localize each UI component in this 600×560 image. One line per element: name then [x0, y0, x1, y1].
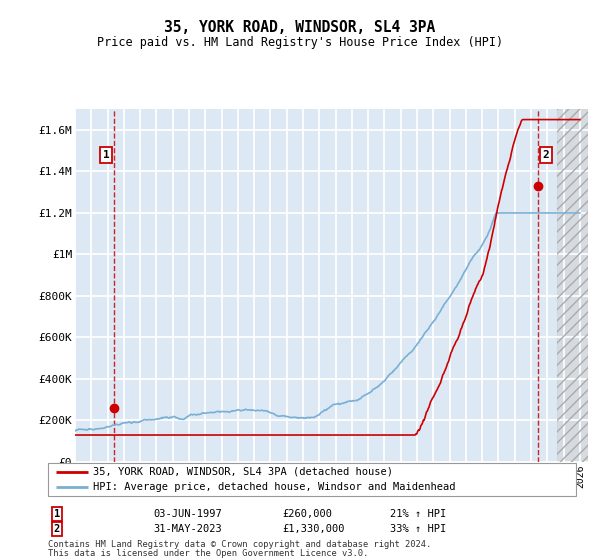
FancyBboxPatch shape: [48, 463, 576, 496]
Text: This data is licensed under the Open Government Licence v3.0.: This data is licensed under the Open Gov…: [48, 549, 368, 558]
Bar: [557, 109, 588, 462]
Text: £260,000: £260,000: [282, 509, 332, 519]
Text: 1: 1: [54, 509, 60, 519]
Text: 33% ↑ HPI: 33% ↑ HPI: [390, 524, 446, 534]
Text: 03-JUN-1997: 03-JUN-1997: [153, 509, 222, 519]
Text: HPI: Average price, detached house, Windsor and Maidenhead: HPI: Average price, detached house, Wind…: [93, 482, 455, 492]
Text: 2: 2: [54, 524, 60, 534]
Text: 35, YORK ROAD, WINDSOR, SL4 3PA: 35, YORK ROAD, WINDSOR, SL4 3PA: [164, 20, 436, 35]
Text: 21% ↑ HPI: 21% ↑ HPI: [390, 509, 446, 519]
Text: Contains HM Land Registry data © Crown copyright and database right 2024.: Contains HM Land Registry data © Crown c…: [48, 540, 431, 549]
Text: Price paid vs. HM Land Registry's House Price Index (HPI): Price paid vs. HM Land Registry's House …: [97, 36, 503, 49]
Text: 1: 1: [103, 150, 110, 160]
Text: 35, YORK ROAD, WINDSOR, SL4 3PA (detached house): 35, YORK ROAD, WINDSOR, SL4 3PA (detache…: [93, 467, 393, 477]
Text: 2: 2: [542, 150, 549, 160]
Bar: [557, 109, 588, 462]
Text: £1,330,000: £1,330,000: [282, 524, 344, 534]
Text: 31-MAY-2023: 31-MAY-2023: [153, 524, 222, 534]
